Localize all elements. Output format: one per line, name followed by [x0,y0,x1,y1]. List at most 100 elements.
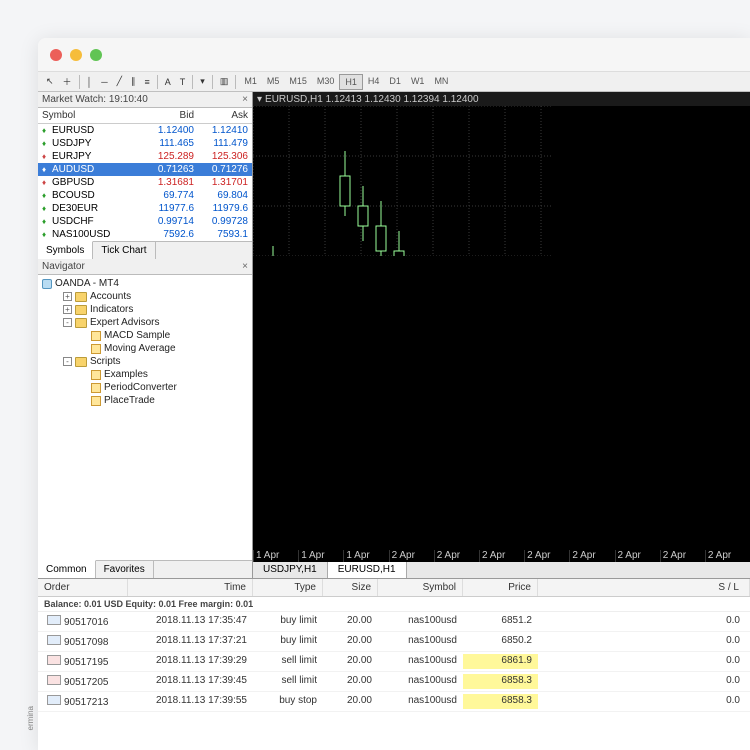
timeframe-M1[interactable]: M1 [239,74,262,90]
tree-node[interactable]: -Scripts [42,355,248,368]
cursor-tool[interactable]: ↖ [42,74,58,89]
symbol-row-USDCHF[interactable]: ♦USDCHF0.997140.99728 [38,215,252,228]
col-size[interactable]: Size [323,579,378,596]
timeframe-M15[interactable]: M15 [284,74,312,90]
timeframe-D1[interactable]: D1 [384,74,406,90]
timeframe-W1[interactable]: W1 [406,74,430,90]
tab-symbols[interactable]: Symbols [38,241,93,259]
toolbar: ↖ ＋ │ ─ ╱ ∥ ≡ A T ▾ ▥ M1M5M15M30H1H4D1W1… [38,72,750,92]
tree-node[interactable]: +Indicators [42,303,248,316]
tree-root[interactable]: OANDA - MT4 [42,277,248,290]
symbol-row-EURJPY[interactable]: ♦EURJPY125.289125.306 [38,150,252,163]
chart-menu-icon[interactable]: ▾ [257,94,262,105]
tab-common[interactable]: Common [38,560,96,578]
orders-header: Order Time Type Size Symbol Price S / L [38,579,750,597]
shapes-tool[interactable]: ▾ [196,74,209,89]
tree-node[interactable]: Examples [42,368,248,381]
chart-tab[interactable]: EURUSD,H1 [328,562,407,578]
separator [212,75,213,89]
timeframe-M5[interactable]: M5 [262,74,285,90]
col-symbol[interactable]: Symbol [38,108,144,123]
order-row[interactable]: 905172132018.11.13 17:39:55buy stop20.00… [38,692,750,712]
tab-favorites[interactable]: Favorites [96,561,154,578]
separator [235,75,236,89]
chart-title: EURUSD,H1 1.12413 1.12430 1.12394 1.1240… [265,94,479,105]
channel-tool[interactable]: ∥ [127,74,140,89]
symbol-row-NAS100USD[interactable]: ♦NAS100USD7592.67593.1 [38,228,252,241]
crosshair-tool[interactable]: ＋ [59,73,76,90]
close-icon[interactable]: × [242,261,248,272]
order-row[interactable]: 905172052018.11.13 17:39:45sell limit20.… [38,672,750,692]
order-row[interactable]: 905171952018.11.13 17:39:29sell limit20.… [38,652,750,672]
market-watch-panel: Market Watch: 19:10:40 × Symbol Bid Ask … [38,92,252,259]
candlestick-chart[interactable] [253,106,553,256]
symbol-row-AUDUSD[interactable]: ♦AUDUSD0.712630.71276 [38,163,252,176]
col-symbol[interactable]: Symbol [378,579,463,596]
market-watch-title: Market Watch: 19:10:40 [42,94,148,105]
hline-tool[interactable]: ─ [97,75,111,89]
chart-tabs: USDJPY,H1EURUSD,H1 [253,562,750,578]
col-ask[interactable]: Ask [198,108,252,123]
symbol-row-BCOUSD[interactable]: ♦BCOUSD69.77469.804 [38,189,252,202]
tab-tick-chart[interactable]: Tick Chart [93,242,155,259]
chart-header: ▾ EURUSD,H1 1.12413 1.12430 1.12394 1.12… [253,92,750,106]
separator [79,75,80,89]
order-rows: 905170162018.11.13 17:35:47buy limit20.0… [38,612,750,712]
symbol-row-DE30EUR[interactable]: ♦DE30EUR11977.611979.6 [38,202,252,215]
expand-icon[interactable]: - [63,318,72,327]
symbol-row-GBPUSD[interactable]: ♦GBPUSD1.316811.31701 [38,176,252,189]
tree-node[interactable]: PeriodConverter [42,381,248,394]
order-icon [47,695,61,705]
minimize-dot[interactable] [70,49,82,61]
order-icon [47,675,61,685]
fib-tool[interactable]: ≡ [141,75,154,89]
navigator-panel: Navigator × OANDA - MT4+Accounts+Indicat… [38,259,252,578]
tree-node[interactable]: PlaceTrade [42,394,248,407]
database-icon [42,279,52,289]
navigator-tree: OANDA - MT4+Accounts+Indicators-Expert A… [38,275,252,560]
timeframe-group: M1M5M15M30H1H4D1W1MN [239,74,453,90]
tree-node[interactable]: -Expert Advisors [42,316,248,329]
close-icon[interactable]: × [242,94,248,105]
order-icon [47,635,61,645]
timeframe-MN[interactable]: MN [429,74,453,90]
balance-row: Balance: 0.01 USD Equity: 0.01 Free marg… [38,597,750,612]
objects-tool[interactable]: ▥ [216,74,233,89]
trendline-tool[interactable]: ╱ [113,74,126,89]
expand-icon[interactable]: + [63,305,72,314]
navigator-tabs: Common Favorites [38,560,252,578]
market-watch-rows: ♦EURUSD1.124001.12410♦USDJPY111.465111.4… [38,124,252,241]
symbol-row-USDJPY[interactable]: ♦USDJPY111.465111.479 [38,137,252,150]
chart-tab[interactable]: USDJPY,H1 [253,562,328,578]
col-type[interactable]: Type [253,579,323,596]
app-window: ↖ ＋ │ ─ ╱ ∥ ≡ A T ▾ ▥ M1M5M15M30H1H4D1W1… [38,38,750,750]
label-tool[interactable]: T [176,75,190,89]
navigator-title: Navigator [42,261,85,272]
zoom-dot[interactable] [90,49,102,61]
text-tool[interactable]: A [161,75,175,89]
tree-node[interactable]: MACD Sample [42,329,248,342]
symbol-row-EURUSD[interactable]: ♦EURUSD1.124001.12410 [38,124,252,137]
tree-node[interactable]: Moving Average [42,342,248,355]
expand-icon[interactable]: + [63,292,72,301]
chart-area[interactable]: ▾ EURUSD,H1 1.12413 1.12430 1.12394 1.12… [253,92,750,578]
order-row[interactable]: 905170982018.11.13 17:37:21buy limit20.0… [38,632,750,652]
expand-icon[interactable]: - [63,357,72,366]
timeframe-H1[interactable]: H1 [339,74,363,90]
timeframe-M30[interactable]: M30 [312,74,340,90]
col-order[interactable]: Order [38,579,128,596]
separator [157,75,158,89]
order-icon [47,655,61,665]
timeframe-H4[interactable]: H4 [363,74,385,90]
vline-tool[interactable]: │ [83,75,97,89]
col-price[interactable]: Price [463,579,538,596]
col-sl[interactable]: S / L [538,579,750,596]
order-row[interactable]: 905170162018.11.13 17:35:47buy limit20.0… [38,612,750,632]
col-time[interactable]: Time [128,579,253,596]
market-watch-columns: Symbol Bid Ask [38,108,252,124]
folder-icon [91,344,101,354]
close-dot[interactable] [50,49,62,61]
col-bid[interactable]: Bid [144,108,198,123]
separator [192,75,193,89]
tree-node[interactable]: +Accounts [42,290,248,303]
